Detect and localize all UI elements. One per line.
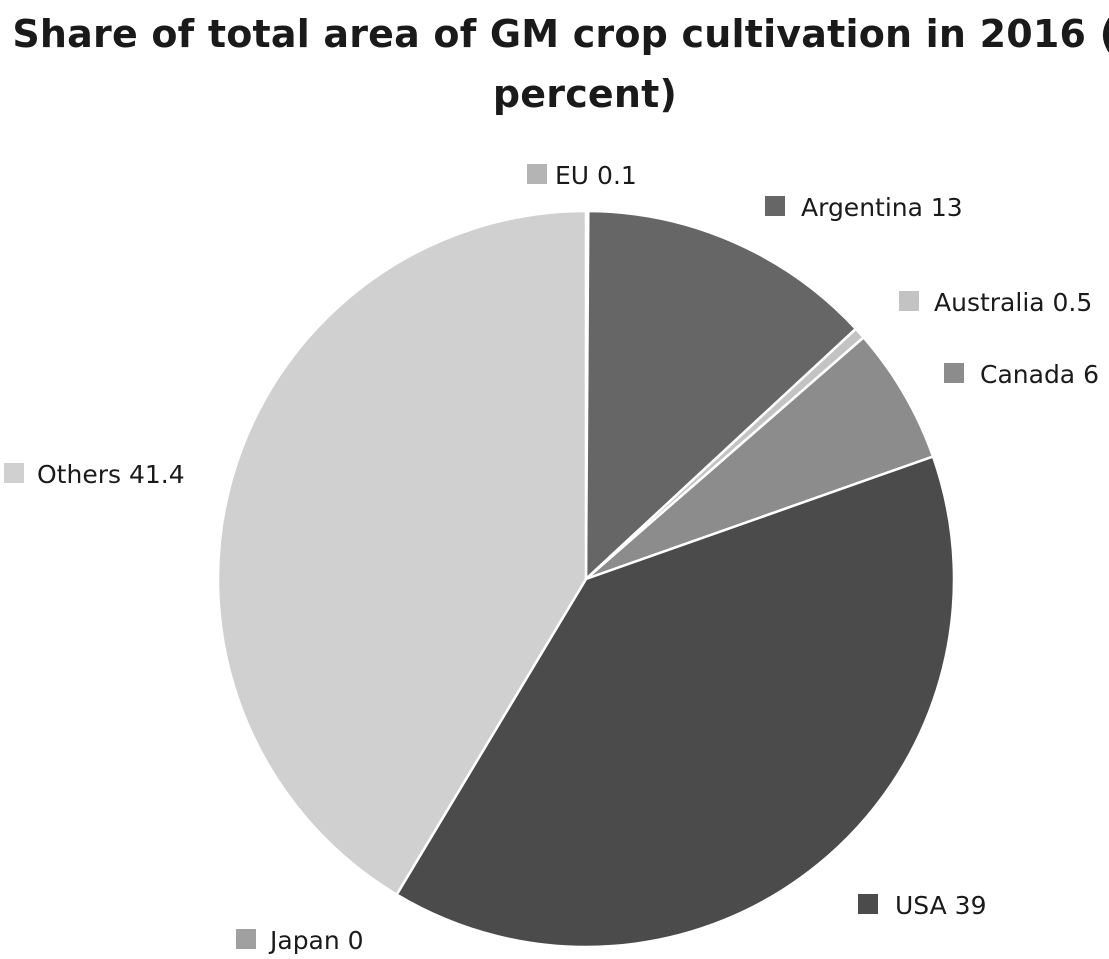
pie-slice-usa (395, 455, 956, 949)
legend-swatch-argentina (765, 196, 785, 216)
chart-title: Share of total area of GM crop cultivati… (12, 12, 1109, 116)
legend-swatch-eu (527, 164, 547, 184)
legend-entry-eu: EU 0.1 (527, 161, 637, 190)
legend-entry-argentina: Argentina 13 (765, 193, 963, 222)
legend-entry-usa: USA 39 (858, 891, 987, 920)
legend-swatch-others (4, 463, 24, 483)
legend-swatch-usa (858, 894, 878, 914)
data-label-eu: EU 0.1 (555, 161, 637, 190)
data-label-others: Others 41.4 (37, 460, 185, 489)
legend-entry-canada: Canada 6 (944, 360, 1099, 389)
data-label-usa: USA 39 (895, 891, 987, 920)
legend-entry-japan: Japan 0 (236, 926, 364, 955)
legend-swatch-canada (944, 363, 964, 383)
pie-labels: EU 0.1 Argentina 13 Australia 0.5 Canada 6 U… (4, 161, 1099, 955)
legend-swatch-australia (899, 291, 919, 311)
data-label-japan: Japan 0 (268, 926, 364, 955)
pie-slice-canada (584, 336, 935, 581)
data-label-australia: Australia 0.5 (934, 288, 1092, 317)
legend-entry-others: Others 41.4 (4, 460, 185, 489)
legend-swatch-japan (236, 929, 256, 949)
data-label-argentina: Argentina 13 (801, 193, 963, 222)
pie-slice-argentina (584, 209, 858, 581)
legend-entry-australia: Australia 0.5 (899, 288, 1092, 317)
data-label-canada: Canada 6 (980, 360, 1099, 389)
pie-slices (216, 209, 956, 949)
pie-slice-others (216, 209, 588, 896)
